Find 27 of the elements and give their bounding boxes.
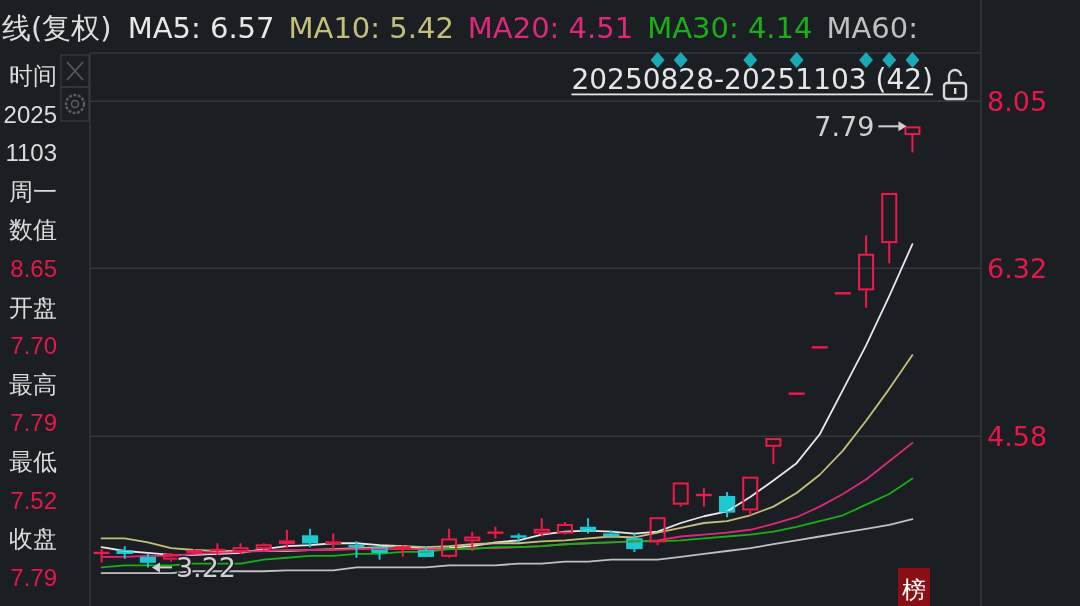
text: MA20: 4.51 (467, 11, 634, 45)
text: 7.52 (10, 486, 57, 514)
text: 7.79 (10, 563, 57, 591)
text: MA10: 5.42 (288, 11, 454, 45)
text: 7.79 (10, 409, 57, 437)
y-tick-label: 6.32 (987, 253, 1048, 285)
text: 1103 (5, 139, 57, 167)
text: MA5: 6.57 (127, 11, 275, 45)
text: MA30: 4.14 (647, 11, 813, 45)
annotation: 7.79 (814, 111, 875, 143)
text: 2025 (3, 100, 57, 128)
text: 时间 (9, 62, 57, 89)
text: 收盘 (9, 525, 57, 553)
text: 数值 (9, 216, 57, 244)
y-tick-label: 8.05 (987, 86, 1048, 118)
text: 最低 (9, 448, 57, 475)
text: 7.70 (10, 332, 57, 360)
annotation: 20250828-20251103 (42) (571, 63, 933, 96)
y-tick-label: 4.58 (987, 421, 1048, 453)
text: 最高 (9, 370, 57, 398)
text: 8.65 (10, 255, 57, 282)
annotation: 榜 (902, 576, 926, 604)
text: MA60: (826, 11, 919, 45)
badge: 榜 (898, 568, 930, 606)
text: 开盘 (9, 293, 57, 321)
text: 周一 (9, 177, 57, 205)
chart-title: 线(复权) (2, 11, 112, 45)
